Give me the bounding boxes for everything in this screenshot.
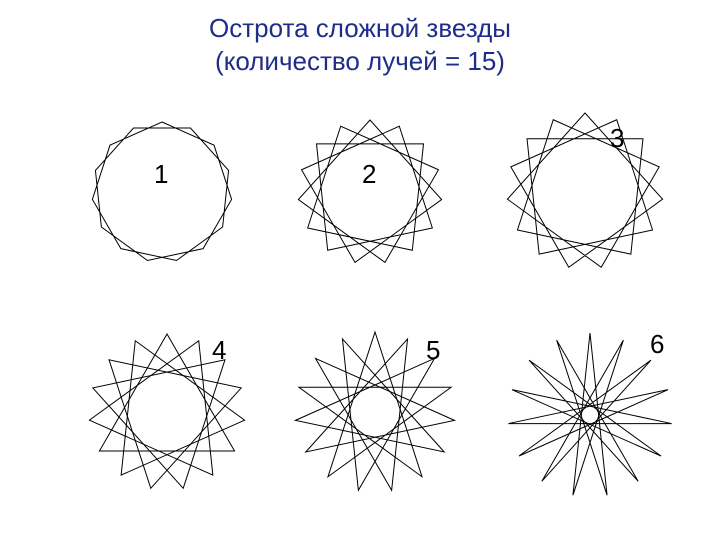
- star-cell: 3: [490, 101, 680, 281]
- star-cell: 1: [72, 107, 252, 277]
- star-cell: 6: [490, 315, 690, 515]
- star-label: 4: [212, 335, 226, 366]
- star-cell: 5: [280, 317, 470, 507]
- star-figure: [72, 317, 262, 507]
- title-line-2: (количество лучей = 15): [215, 46, 505, 76]
- star-figure: [280, 317, 470, 507]
- star-label: 3: [610, 123, 624, 154]
- star-figure: [280, 107, 460, 277]
- page-title: Острота сложной звезды (количество лучей…: [0, 0, 720, 77]
- star-figure: [72, 107, 252, 277]
- star-label: 2: [362, 159, 376, 190]
- star-label: 1: [154, 159, 168, 190]
- star-label: 6: [650, 329, 664, 360]
- title-line-1: Острота сложной звезды: [209, 13, 511, 43]
- star-label: 5: [426, 335, 440, 366]
- star-cell: 4: [72, 317, 262, 507]
- stars-grid: 1 2 3 4 5 6: [0, 87, 720, 527]
- star-figure: [490, 101, 680, 281]
- star-cell: 2: [280, 107, 460, 277]
